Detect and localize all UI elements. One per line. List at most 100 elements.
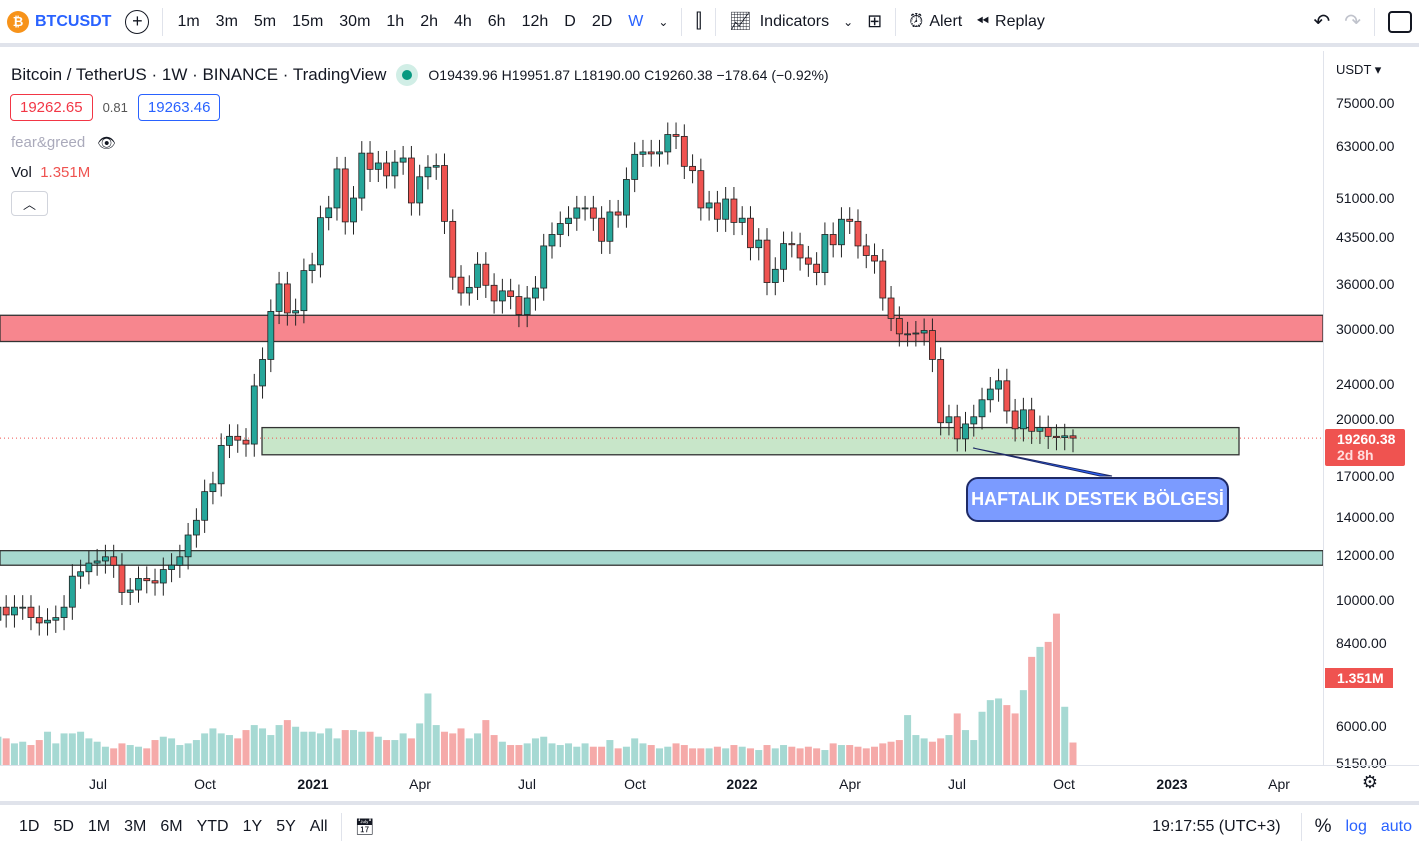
candle-body — [226, 435, 233, 446]
candle-body — [771, 268, 779, 283]
time-label: Oct — [1053, 776, 1075, 792]
volume-bar — [788, 746, 796, 765]
price-tick: 51000.00 — [1336, 190, 1395, 207]
interval-15m[interactable]: 15m — [292, 12, 324, 30]
layouts-button[interactable]: ⊞ — [860, 2, 889, 42]
volume-bar — [631, 738, 639, 765]
interval-2D[interactable]: 2D — [591, 12, 613, 30]
candle-body — [1044, 427, 1052, 437]
templates-dropdown[interactable]: ⌄ — [836, 2, 860, 42]
collapse-legend-button[interactable]: ︿ — [11, 191, 48, 216]
candle-body — [846, 218, 854, 222]
candle-body — [391, 161, 399, 177]
interval-6h[interactable]: 6h — [487, 12, 506, 30]
log-toggle[interactable]: log — [1339, 807, 1374, 847]
buy-button[interactable]: 19263.46 — [137, 94, 221, 121]
bar-countdown: 2d 8h — [1337, 447, 1374, 463]
range-ytd[interactable]: YTD — [196, 818, 229, 835]
range-3m[interactable]: 3M — [124, 818, 147, 835]
chart-legend: Bitcoin / TetherUS · 1W · BINANCE · Trad… — [11, 64, 829, 86]
volume-bar — [763, 745, 771, 765]
time-label: Apr — [1268, 776, 1290, 792]
clock[interactable]: 19:17:55 (UTC+3) — [1152, 818, 1281, 835]
eye-hidden-icon[interactable]: 👁︎ — [97, 135, 117, 152]
interval-30m[interactable]: 30m — [339, 12, 371, 30]
candle-body — [457, 276, 465, 294]
interval-1h[interactable]: 1h — [386, 12, 405, 30]
volume-bar — [383, 740, 391, 765]
volume-bar — [722, 748, 730, 765]
goto-date-button[interactable]: 📅︎ — [348, 807, 382, 847]
price-chart[interactable] — [0, 51, 1323, 765]
volume-bar — [168, 738, 176, 765]
range-list: 1D 5D 1M 3M 6M YTD 1Y 5Y All — [0, 807, 335, 847]
price-axis[interactable]: USDT ▾ 75000.00 63000.00 51000.00 43500.00 3… — [1323, 51, 1419, 771]
volume-bar — [647, 745, 655, 765]
volume-bar — [110, 748, 118, 765]
candle-body — [672, 134, 680, 137]
range-all[interactable]: All — [309, 818, 328, 835]
chart-type-button[interactable]: ⫿ — [688, 2, 708, 42]
annotation-callout[interactable]: HAFTALIK DESTEK BÖLGESİ — [966, 477, 1229, 522]
candle-body — [507, 290, 515, 297]
interval-dropdown[interactable]: ⌄ — [651, 2, 675, 42]
sell-button[interactable]: 19262.65 — [10, 94, 93, 121]
interval-1m[interactable]: 1m — [177, 12, 200, 30]
interval-D[interactable]: D — [564, 12, 576, 30]
time-axis[interactable]: ⚙︎ Jul Oct 2021 Apr Jul Oct 2022 Apr Jul Oct 2023 A… — [0, 765, 1419, 801]
redo-button[interactable]: ↷ — [1337, 2, 1368, 42]
candle-body — [1069, 435, 1077, 439]
interval-W[interactable]: W — [628, 12, 644, 30]
candle-body — [680, 135, 688, 167]
compare-button[interactable]: + — [118, 2, 156, 42]
interval-12h[interactable]: 12h — [521, 12, 549, 30]
redo-icon: ↷ — [1344, 11, 1361, 33]
candle-body — [986, 388, 994, 401]
range-1m[interactable]: 1M — [87, 818, 111, 835]
currency-dropdown[interactable]: USDT ▾ — [1336, 62, 1382, 77]
candle-body — [135, 578, 142, 591]
candle-body — [19, 606, 27, 609]
indicators-icon: 📈︎ — [728, 11, 752, 31]
auto-toggle[interactable]: auto — [1374, 807, 1419, 847]
range-1d[interactable]: 1D — [19, 818, 40, 835]
percent-toggle[interactable]: % — [1308, 807, 1339, 847]
interval-4h[interactable]: 4h — [453, 12, 472, 30]
candle-body — [325, 207, 333, 219]
price-tick: 12000.00 — [1336, 546, 1395, 563]
range-5d[interactable]: 5D — [53, 818, 74, 835]
volume-bar — [961, 730, 969, 765]
interval-3m[interactable]: 3m — [215, 12, 238, 30]
range-1y[interactable]: 1Y — [242, 818, 263, 835]
replay-button[interactable]: ⏪︎ Replay — [969, 2, 1052, 42]
price-tick: 6000.00 — [1336, 717, 1387, 734]
volume-bar — [540, 736, 548, 765]
candle-body — [995, 380, 1002, 390]
indicator-name: fear&greed — [11, 134, 86, 151]
candle-body — [159, 569, 167, 584]
candle-body — [871, 255, 878, 262]
volume-bar — [573, 746, 581, 765]
undo-button[interactable]: ↶ — [1306, 2, 1337, 42]
range-6m[interactable]: 6M — [160, 818, 183, 835]
candle-body — [110, 556, 118, 566]
alert-button[interactable]: ⏰︎ Alert — [902, 2, 969, 42]
fullscreen-button[interactable] — [1381, 2, 1419, 42]
chart-pane[interactable]: HAFTALIK DESTEK BÖLGESİ — [0, 51, 1323, 765]
symbol-search[interactable]: ₿ BTCUSDT — [0, 2, 118, 42]
time-label: Apr — [839, 776, 861, 792]
interval-2h[interactable]: 2h — [420, 12, 438, 30]
indicators-button[interactable]: 📈︎ Indicators — [722, 2, 836, 42]
range-5y[interactable]: 5Y — [276, 818, 296, 835]
volume-bar — [209, 728, 217, 765]
indicator-legend[interactable]: fear&greed 👁︎ — [11, 134, 116, 152]
candle-body — [60, 606, 68, 618]
interval-5m[interactable]: 5m — [253, 12, 277, 30]
settings-gear-icon[interactable]: ⚙︎ — [1361, 772, 1379, 792]
candle-body — [1036, 427, 1044, 432]
volume-legend: Vol 1.351M — [11, 164, 90, 181]
volume-bar — [234, 738, 242, 765]
candle-body — [482, 263, 490, 286]
candle-body — [929, 330, 936, 360]
candle-body — [1019, 409, 1027, 430]
